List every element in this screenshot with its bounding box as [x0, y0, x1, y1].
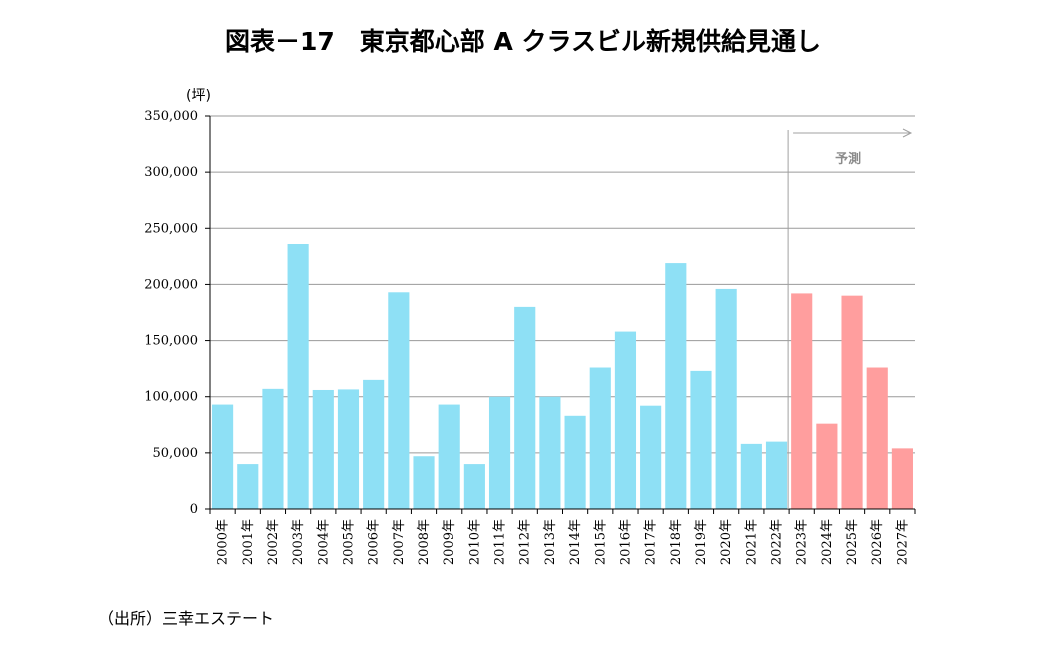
- x-tick-label: 2002年: [266, 519, 281, 565]
- bar: [413, 456, 435, 509]
- y-tick-label: 100,000: [144, 390, 198, 405]
- x-tick-label: 2001年: [241, 519, 256, 565]
- x-tick-label: 2020年: [719, 519, 734, 565]
- bar: [388, 292, 410, 509]
- y-tick-label: 350,000: [144, 109, 198, 124]
- bar: [740, 443, 762, 509]
- y-tick-label: 200,000: [144, 277, 198, 292]
- bar: [438, 404, 460, 509]
- x-tick-label: 2014年: [568, 519, 583, 565]
- bar: [514, 306, 536, 509]
- x-axis-ticks: 2000年 2001年 2002年 2003年 2004年 2005年 2006年 2007年…: [209, 508, 916, 565]
- bar: [337, 389, 360, 509]
- x-tick-label: 2027年: [895, 519, 910, 565]
- bars: [212, 244, 913, 509]
- x-tick-label: 2004年: [316, 519, 331, 565]
- bar: [715, 288, 737, 509]
- x-tick-label: 2008年: [417, 519, 432, 565]
- bar: [866, 367, 888, 509]
- y-axis-unit-label: (坪): [186, 88, 211, 104]
- bar: [488, 396, 511, 509]
- bar: [791, 293, 813, 509]
- bar: [614, 331, 637, 509]
- bar: [891, 448, 913, 509]
- x-tick-label: 2000年: [216, 519, 231, 565]
- x-tick-label: 2021年: [744, 519, 759, 565]
- y-tick-label: 50,000: [153, 446, 199, 461]
- bar: [589, 367, 611, 509]
- bar: [312, 389, 334, 509]
- y-tick-label: 150,000: [144, 334, 198, 349]
- bar: [287, 244, 309, 509]
- y-axis-ticks: 350,000 300,000 250,000 200,000 150,000 100,0…: [144, 109, 211, 517]
- x-tick-label: 2024年: [820, 519, 835, 565]
- bar: [539, 396, 561, 509]
- y-tick-label: 0: [190, 502, 198, 517]
- bar: [640, 405, 662, 509]
- x-tick-label: 2025年: [845, 519, 860, 565]
- x-tick-label: 2013年: [543, 519, 558, 565]
- x-tick-label: 2018年: [669, 519, 684, 565]
- bar: [665, 263, 687, 509]
- x-tick-label: 2011年: [493, 519, 508, 565]
- y-tick-label: 250,000: [144, 221, 198, 236]
- bar: [463, 464, 485, 509]
- bar: [363, 379, 385, 509]
- x-tick-label: 2022年: [770, 519, 785, 565]
- x-tick-label: 2007年: [392, 519, 407, 565]
- forecast-marker: 予測: [787, 128, 913, 509]
- bar: [564, 415, 586, 509]
- bar: [841, 295, 863, 509]
- bar: [262, 388, 284, 509]
- x-tick-label: 2012年: [518, 519, 533, 565]
- x-tick-label: 2010年: [467, 519, 482, 565]
- x-tick-label: 2019年: [694, 519, 709, 565]
- bar: [212, 404, 234, 509]
- x-tick-label: 2023年: [795, 519, 810, 565]
- forecast-arrow-head: [902, 128, 913, 138]
- y-tick-label: 300,000: [144, 165, 198, 180]
- source-note: （出所）三幸エステート: [98, 609, 274, 628]
- x-tick-label: 2009年: [442, 519, 457, 565]
- x-tick-label: 2006年: [367, 519, 382, 565]
- bar: [237, 464, 259, 509]
- x-tick-label: 2005年: [341, 519, 356, 565]
- x-tick-label: 2015年: [593, 519, 608, 565]
- bar: [816, 423, 838, 509]
- bar: [690, 370, 712, 509]
- x-tick-label: 2017年: [644, 519, 659, 565]
- x-tick-label: 2016年: [618, 519, 633, 565]
- chart-title: 図表－17 東京都心部 A クラスビル新規供給見通し: [225, 27, 821, 56]
- bar: [765, 441, 788, 509]
- x-tick-label: 2003年: [291, 519, 306, 565]
- forecast-label: 予測: [835, 151, 861, 167]
- x-tick-label: 2026年: [870, 519, 885, 565]
